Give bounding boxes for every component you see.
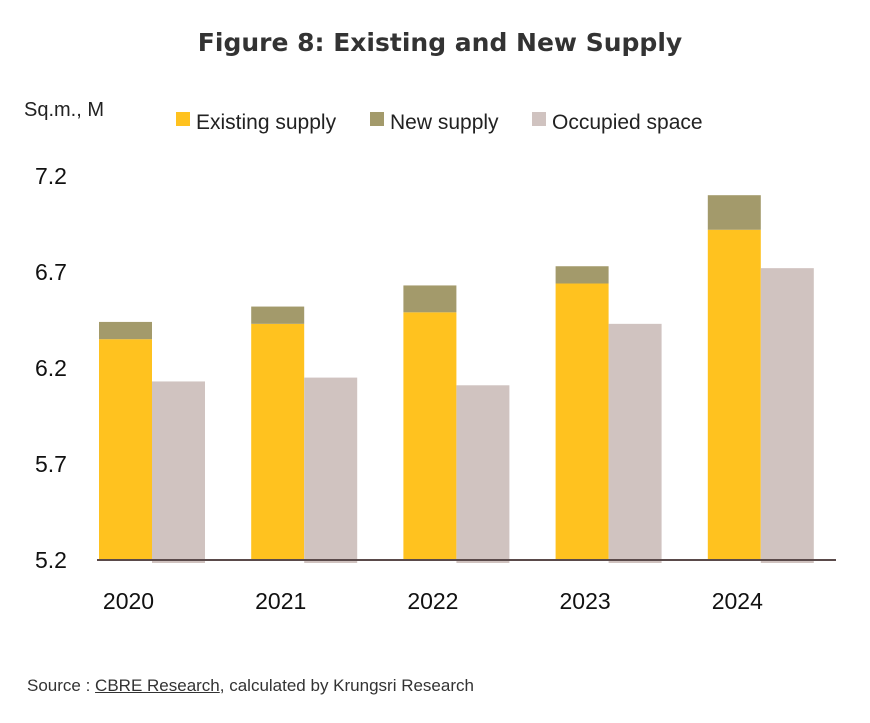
y-unit-label: Sq.m., M — [24, 99, 104, 121]
x-axis-ticks: 2020 2021 2022 2023 2024 — [103, 588, 763, 614]
y-tick-label-2: 6.2 — [35, 355, 67, 381]
legend-swatch-1 — [370, 112, 384, 126]
chart-title: Figure 8: Existing and New Supply — [198, 28, 682, 57]
source-link[interactable]: CBRE Research — [95, 676, 220, 695]
bar-new-supply-2021 — [251, 306, 305, 324]
legend-label-2: Occupied space — [552, 111, 703, 134]
bar-existing-supply-2023 — [555, 283, 609, 560]
x-tick-label-2021: 2021 — [255, 588, 306, 614]
x-tick-label-2024: 2024 — [712, 588, 763, 614]
bar-existing-supply-2024 — [707, 229, 761, 560]
x-tick-label-2023: 2023 — [560, 588, 611, 614]
y-axis-ticks: 7.2 6.7 6.2 5.7 5.2 — [35, 163, 67, 573]
bar-new-supply-2022 — [403, 285, 457, 313]
y-tick-label-3: 5.7 — [35, 451, 67, 477]
bar-occupied-space-2021 — [304, 377, 358, 563]
y-tick-label-1: 6.7 — [35, 259, 67, 285]
source-suffix: , calculated by Krungsri Research — [219, 676, 474, 695]
source-prefix: Source : — [27, 676, 96, 695]
bar-occupied-space-2023 — [608, 323, 662, 563]
bar-occupied-space-2024 — [760, 268, 814, 563]
bar-new-supply-2020 — [99, 321, 152, 340]
bar-occupied-space-2022 — [456, 385, 510, 563]
bar-occupied-space-2020 — [152, 381, 205, 563]
source-note: Source : CBRE Research, calculated by Kr… — [27, 676, 474, 696]
y-tick-label-0: 7.2 — [35, 163, 67, 189]
bar-existing-supply-2020 — [99, 339, 152, 560]
bar-new-supply-2024 — [707, 195, 761, 230]
bar-existing-supply-2022 — [403, 312, 457, 560]
legend-label-1: New supply — [390, 111, 499, 134]
x-tick-label-2020: 2020 — [103, 588, 154, 614]
legend-swatch-2 — [532, 112, 546, 126]
legend: Existing supply New supply Occupied space — [176, 111, 703, 134]
x-tick-label-2022: 2022 — [407, 588, 458, 614]
legend-swatch-0 — [176, 112, 190, 126]
bar-existing-supply-2021 — [251, 323, 305, 560]
legend-label-0: Existing supply — [196, 111, 337, 134]
bar-new-supply-2023 — [555, 266, 609, 284]
y-tick-label-4: 5.2 — [35, 547, 67, 573]
bars — [99, 195, 814, 563]
